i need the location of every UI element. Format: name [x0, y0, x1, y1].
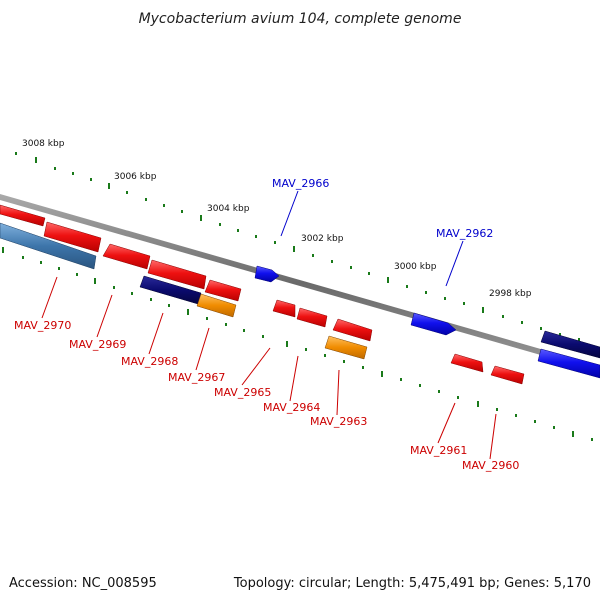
gene-feature-mav2961[interactable] [450, 353, 484, 373]
gene-feature-mav2960[interactable] [490, 365, 525, 385]
gene-feature-mav2967[interactable] [147, 259, 207, 290]
gene-label-mav2963[interactable]: MAV_2963 [310, 415, 367, 428]
gene-label-mav2970[interactable]: MAV_2970 [14, 319, 71, 332]
gene-feature-steel-left[interactable] [0, 222, 97, 270]
genome-summary-text: Topology: circular; Length: 5,475,491 bp… [233, 576, 591, 591]
gene-feature-mav2962[interactable] [410, 312, 457, 336]
gene-feature-mav2967b[interactable] [204, 279, 242, 302]
gene-label-mav2960[interactable]: MAV_2960 [462, 459, 519, 472]
gene-feature-mav2969[interactable] [43, 221, 102, 253]
gene-feature-orange-mid[interactable] [196, 293, 237, 318]
scale-label-2998: 2998 kbp [489, 289, 532, 299]
gene-label-mav2962[interactable]: MAV_2962 [436, 227, 493, 240]
gene-feature-mav2963b[interactable] [332, 318, 373, 342]
gene-feature-mav2966[interactable] [254, 265, 280, 283]
gene-feature-blue-right-lower[interactable] [537, 348, 600, 379]
gene-label-mav2969[interactable]: MAV_2969 [69, 338, 126, 351]
scale-label-3000: 3000 kbp [394, 262, 437, 272]
gene-label-mav2968[interactable]: MAV_2968 [121, 355, 178, 368]
gene-feature-navy-right-upper[interactable] [540, 330, 600, 359]
gene-label-mav2965[interactable]: MAV_2965 [214, 386, 271, 399]
gene-feature-mav2965[interactable] [272, 299, 296, 318]
scale-label-3004: 3004 kbp [207, 204, 250, 214]
gene-label-mav2966[interactable]: MAV_2966 [272, 177, 329, 190]
label-leaders [41, 190, 497, 460]
gene-feature-mav2968[interactable] [102, 243, 151, 270]
inner-tick-scale [2, 247, 593, 441]
gene-feature-mav2963[interactable] [324, 335, 368, 360]
map-title: Mycobacterium avium 104, complete genome [139, 11, 462, 27]
gene-label-mav2961[interactable]: MAV_2961 [410, 444, 467, 457]
gene-label-mav2964[interactable]: MAV_2964 [263, 401, 320, 414]
scale-label-3008: 3008 kbp [22, 139, 65, 149]
gene-feature-mav2964[interactable] [296, 307, 328, 328]
gene-feature-mav2970[interactable] [0, 204, 46, 227]
scale-label-3006: 3006 kbp [114, 172, 157, 182]
accession-text: Accession: NC_008595 [9, 576, 157, 591]
scale-label-3002: 3002 kbp [301, 234, 344, 244]
gene-label-mav2967[interactable]: MAV_2967 [168, 371, 225, 384]
